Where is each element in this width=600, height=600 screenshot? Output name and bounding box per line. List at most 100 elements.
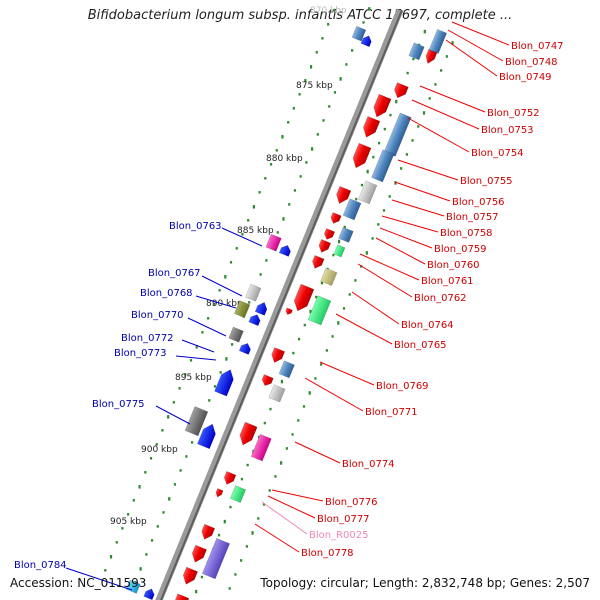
gene-box[interactable] <box>408 42 425 61</box>
gene-label-blon-0760[interactable]: Blon_0760 <box>427 260 480 271</box>
gene-arrow[interactable] <box>350 142 372 170</box>
gene-arrow[interactable] <box>237 421 258 447</box>
gene-arrow[interactable] <box>278 243 292 257</box>
gene-label-blon-r0025[interactable]: Blon_R0025 <box>309 530 369 541</box>
gene-arrow[interactable] <box>285 307 293 316</box>
gene-box[interactable] <box>278 360 295 379</box>
gene-label-blon-0756[interactable]: Blon_0756 <box>452 197 505 208</box>
gene-label-blon-0769[interactable]: Blon_0769 <box>376 381 429 392</box>
gene-arrow[interactable] <box>254 301 269 316</box>
gene-label-blon-0755[interactable]: Blon_0755 <box>460 176 513 187</box>
gene-box[interactable] <box>234 300 251 319</box>
gene-label-blon-0768[interactable]: Blon_0768 <box>140 288 193 299</box>
gene-box[interactable] <box>428 28 447 54</box>
gene-arrow[interactable] <box>260 374 274 388</box>
scale-dot <box>297 419 300 422</box>
gene-box[interactable] <box>229 485 247 503</box>
gene-arrow[interactable] <box>291 283 315 313</box>
gene-arrow[interactable] <box>371 93 392 119</box>
gene-arrow[interactable] <box>173 593 190 600</box>
gene-box[interactable] <box>307 295 332 326</box>
gene-box[interactable] <box>245 283 262 302</box>
gene-box[interactable] <box>342 198 362 221</box>
gene-label-blon-0758[interactable]: Blon_0758 <box>440 228 493 239</box>
gene-label-blon-0761[interactable]: Blon_0761 <box>421 276 474 287</box>
gene-arrow[interactable] <box>360 34 373 48</box>
gene-arrow[interactable] <box>199 523 216 541</box>
gene-label-blon-0752[interactable]: Blon_0752 <box>487 108 540 119</box>
gene-arrow[interactable] <box>323 228 336 241</box>
gene-box[interactable] <box>357 180 378 205</box>
gene-label-blon-0757[interactable]: Blon_0757 <box>446 212 499 223</box>
gene-arrow[interactable] <box>180 566 198 586</box>
gene-arrow[interactable] <box>269 347 286 364</box>
gene-arrow[interactable] <box>214 367 237 397</box>
gene-box[interactable] <box>265 233 282 252</box>
gene-label-blon-0747[interactable]: Blon_0747 <box>511 41 564 52</box>
gene-label-blon-0754[interactable]: Blon_0754 <box>471 148 524 159</box>
gene-label-blon-0775[interactable]: Blon_0775 <box>92 399 145 410</box>
gene-box[interactable] <box>228 326 244 343</box>
gene-box[interactable] <box>250 433 272 462</box>
scale-dot <box>292 107 295 110</box>
gene-box[interactable] <box>383 112 412 157</box>
gene-arrow[interactable] <box>238 341 252 355</box>
scale-dot <box>371 237 374 240</box>
gene-arrow[interactable] <box>329 212 342 225</box>
gene-label-blon-0784[interactable]: Blon_0784 <box>14 560 67 571</box>
gene-arrow[interactable] <box>360 116 381 139</box>
gene-label-blon-0771[interactable]: Blon_0771 <box>365 407 418 418</box>
gene-label-blon-0749[interactable]: Blon_0749 <box>499 72 552 83</box>
gene-arrow[interactable] <box>189 544 207 564</box>
gene-arrow[interactable] <box>197 422 218 450</box>
gene-box[interactable] <box>125 579 141 594</box>
tick-label: 885 kbp <box>237 226 274 236</box>
gene-box[interactable] <box>371 149 395 183</box>
gene-box[interactable] <box>338 226 354 243</box>
gene-arrow[interactable] <box>248 313 262 327</box>
gene-label-blon-0777[interactable]: Blon_0777 <box>317 514 370 525</box>
scale-dot <box>440 69 443 72</box>
scale-dot <box>445 55 448 58</box>
scale-dot <box>365 251 368 255</box>
gene-arrow[interactable] <box>310 255 325 270</box>
gene-label-blon-0770[interactable]: Blon_0770 <box>131 310 184 321</box>
gene-label-blon-0773[interactable]: Blon_0773 <box>114 348 167 359</box>
gene-label-blon-0776[interactable]: Blon_0776 <box>325 497 378 508</box>
scale-dot <box>405 153 408 156</box>
leader-line <box>407 117 470 153</box>
gene-label-blon-0763[interactable]: Blon_0763 <box>169 221 222 232</box>
gene-arrow[interactable] <box>222 471 237 486</box>
gene-label-blon-0762[interactable]: Blon_0762 <box>414 293 467 304</box>
gene-label-blon-0778[interactable]: Blon_0778 <box>301 548 354 559</box>
scale-dot <box>240 477 244 481</box>
gene-label-blon-0764[interactable]: Blon_0764 <box>401 320 454 331</box>
gene-label-blon-0748[interactable]: Blon_0748 <box>505 57 558 68</box>
gene-box[interactable] <box>201 538 230 580</box>
gene-label-blon-0774[interactable]: Blon_0774 <box>342 459 395 470</box>
gene-box[interactable] <box>333 244 346 258</box>
scale-dot <box>252 205 255 209</box>
gene-box[interactable] <box>268 384 286 403</box>
gene-label-blon-0772[interactable]: Blon_0772 <box>121 333 174 344</box>
gene-arrow[interactable] <box>143 587 156 600</box>
scale-dot <box>251 531 254 535</box>
tick-label: 870 kbp <box>310 6 347 16</box>
gene-arrow[interactable] <box>334 186 352 205</box>
gene-box[interactable] <box>351 25 367 42</box>
scale-dot <box>280 461 283 465</box>
gene-arrow[interactable] <box>392 82 409 100</box>
gene-label-blon-0767[interactable]: Blon_0767 <box>148 268 201 279</box>
gene-arrow[interactable] <box>215 488 224 498</box>
gene-label-blon-0753[interactable]: Blon_0753 <box>481 125 534 136</box>
gene-arrow[interactable] <box>317 239 332 254</box>
gene-box[interactable] <box>184 406 209 437</box>
leader-line <box>391 199 445 217</box>
gene-box[interactable] <box>320 267 338 286</box>
leader-line <box>381 215 439 233</box>
gene-label-blon-0765[interactable]: Blon_0765 <box>394 340 447 351</box>
scale-dot <box>246 463 249 467</box>
scale-dot <box>389 113 392 117</box>
gene-label-blon-0759[interactable]: Blon_0759 <box>434 244 487 255</box>
